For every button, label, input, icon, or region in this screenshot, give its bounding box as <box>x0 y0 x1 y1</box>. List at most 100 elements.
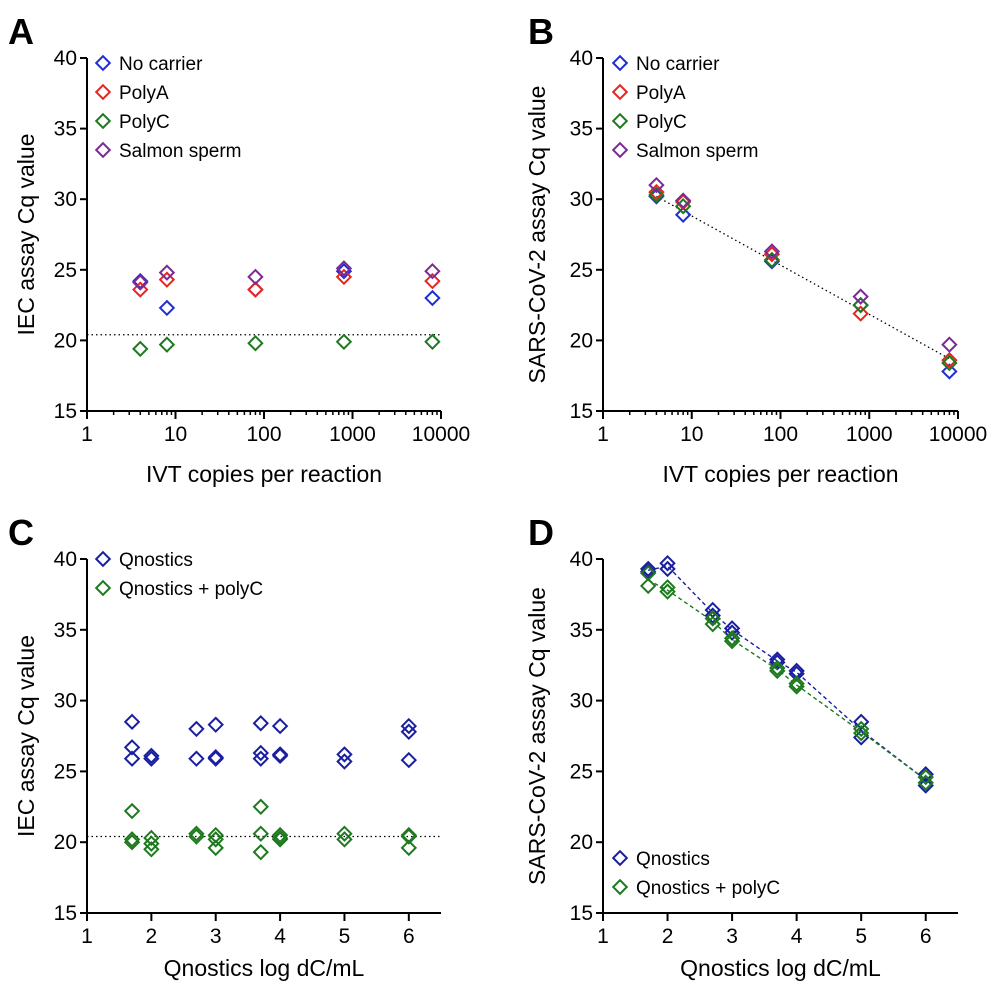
data-point <box>648 176 665 194</box>
y-tick-label: 15 <box>54 902 77 925</box>
x-tick-label: 3 <box>726 925 738 948</box>
data-point <box>852 296 869 314</box>
data-point <box>123 831 141 848</box>
data-point <box>424 289 441 307</box>
data-point <box>271 831 289 848</box>
data-point <box>158 271 176 288</box>
data-point <box>247 335 264 352</box>
data-point <box>424 272 441 290</box>
panel-letter: B <box>528 11 554 52</box>
data-point <box>123 713 141 731</box>
y-tick-label: 25 <box>570 259 593 282</box>
data-point <box>271 747 289 765</box>
panel-letter: C <box>8 512 34 553</box>
y-tick-label: 25 <box>570 760 593 783</box>
legend-label: Qnostics + polyC <box>119 579 263 600</box>
data-point <box>143 747 160 765</box>
data-point <box>158 299 176 317</box>
data-point <box>336 831 353 848</box>
data-point <box>704 610 721 627</box>
data-point <box>207 831 224 848</box>
data-point <box>917 777 934 794</box>
data-point <box>941 363 958 380</box>
panel-d: D 15 20 25 30 35 40 1 2 3 4 5 6 Qnostics log dC/mL SAR… <box>524 512 958 981</box>
data-point <box>639 560 657 578</box>
panel-letter: D <box>528 512 554 553</box>
data-point <box>132 340 149 358</box>
data-point <box>941 336 958 353</box>
legend-marker <box>94 550 112 568</box>
legend-marker <box>94 83 112 101</box>
data-point <box>158 264 176 281</box>
data-point <box>207 716 224 733</box>
series-line <box>647 579 927 781</box>
data-point <box>207 749 224 766</box>
panel-c: C 15 20 25 30 35 40 1 2 3 4 5 6 Qnostics log dC/mL IEC… <box>8 512 441 981</box>
y-tick-label: 25 <box>54 259 77 282</box>
x-tick-label: 5 <box>855 925 867 948</box>
y-tick-label: 20 <box>570 329 593 352</box>
data-point <box>271 746 289 763</box>
y-tick-label: 30 <box>570 188 593 211</box>
x-axis-label: IVT copies per reaction <box>146 461 382 487</box>
data-point <box>400 723 418 740</box>
data-point <box>704 615 721 633</box>
legend-marker <box>94 54 112 72</box>
data-point <box>123 833 141 851</box>
legend-label: Salmon sperm <box>119 141 242 162</box>
data-point <box>188 828 205 845</box>
y-tick-label: 20 <box>54 831 77 854</box>
data-point <box>941 351 958 369</box>
data-point <box>852 720 870 738</box>
legend-label: PolyA <box>636 83 686 104</box>
x-tick-label: 1 <box>597 925 609 948</box>
data-point <box>852 729 870 746</box>
data-point <box>252 798 269 816</box>
legend-marker <box>611 83 629 101</box>
data-point <box>252 715 269 732</box>
legend-marker <box>611 141 629 159</box>
data-point <box>143 835 160 852</box>
legend-marker <box>94 112 112 130</box>
x-tick-label: 100 <box>246 423 281 446</box>
data-point <box>188 825 205 842</box>
y-tick-label: 40 <box>570 47 593 70</box>
data-point <box>336 753 353 770</box>
data-point <box>400 717 418 735</box>
legend-marker <box>611 54 629 72</box>
data-point <box>788 675 805 692</box>
data-point <box>335 268 353 286</box>
data-point <box>271 829 289 847</box>
data-point <box>335 333 353 351</box>
data-point <box>271 717 289 735</box>
data-point <box>852 713 870 731</box>
data-point <box>852 305 869 322</box>
data-point <box>769 651 786 668</box>
data-point <box>143 841 160 858</box>
data-point <box>852 724 870 742</box>
data-point <box>659 579 676 596</box>
data-point <box>917 774 934 791</box>
data-point <box>917 768 934 786</box>
data-point <box>247 281 264 298</box>
legend-label: Salmon sperm <box>636 141 759 162</box>
y-tick-label: 15 <box>570 400 593 423</box>
data-point <box>400 839 418 857</box>
x-tick-label: 1 <box>81 423 93 446</box>
data-point <box>132 274 149 291</box>
x-axis-label: Qnostics log dC/mL <box>680 955 881 981</box>
legend-label: PolyC <box>636 112 687 133</box>
x-tick-label: 1000 <box>846 423 893 446</box>
y-axis-label: IEC assay Cq value <box>13 635 39 837</box>
data-point <box>763 251 781 269</box>
y-tick-label: 40 <box>54 47 77 70</box>
x-tick-label: 2 <box>146 925 158 948</box>
data-point <box>763 243 781 260</box>
legend-marker <box>611 849 629 867</box>
x-tick-label: 4 <box>791 925 803 948</box>
panel-a: A 15 20 25 30 35 40 1 10 100 1000 10000 IVT copies p… <box>8 11 470 487</box>
data-point <box>247 268 264 286</box>
legend-label: Qnostics <box>636 849 710 870</box>
data-point <box>723 632 741 650</box>
y-tick-label: 20 <box>570 831 593 854</box>
